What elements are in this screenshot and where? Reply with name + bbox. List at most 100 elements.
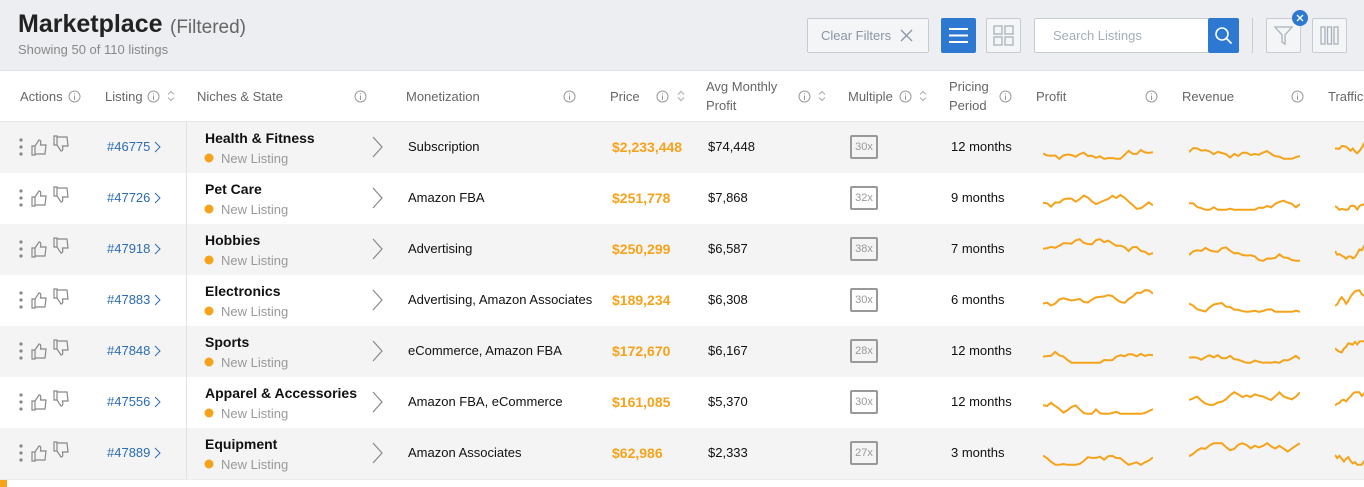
column-header: Actions bbox=[20, 88, 63, 104]
multiple-badge: 30x bbox=[850, 288, 878, 312]
toolbar-divider bbox=[1252, 18, 1253, 53]
listing-row bbox=[0, 122, 1364, 174]
sort-icon bbox=[919, 90, 927, 102]
listing-row bbox=[0, 224, 1364, 276]
info-icon bbox=[563, 90, 576, 103]
row-menu[interactable] bbox=[18, 290, 24, 310]
sort-icon bbox=[677, 90, 685, 102]
row-chevron[interactable] bbox=[372, 289, 383, 311]
status-dot bbox=[204, 408, 214, 418]
row-chevron[interactable] bbox=[372, 442, 383, 464]
sparkline bbox=[1335, 340, 1364, 354]
columns-button[interactable] bbox=[1312, 18, 1347, 53]
thumbs-up[interactable] bbox=[30, 342, 48, 360]
thumbs-down[interactable] bbox=[52, 135, 70, 153]
thumbs-down[interactable] bbox=[52, 288, 70, 306]
row-chevron[interactable] bbox=[372, 340, 383, 362]
multiple-badge: 30x bbox=[850, 390, 878, 414]
clear-filters-label: Clear Filters bbox=[821, 28, 892, 43]
status: New Listing bbox=[221, 355, 289, 370]
listing-id[interactable]: #47556 bbox=[107, 394, 151, 409]
avg-profit: $5,370 bbox=[708, 394, 748, 409]
listing-id[interactable]: #47889 bbox=[107, 445, 151, 460]
row-chevron[interactable] bbox=[372, 187, 383, 209]
row-menu[interactable] bbox=[18, 188, 24, 208]
niche: Hobbies bbox=[205, 232, 261, 248]
niche: Health & Fitness bbox=[205, 130, 315, 146]
listing-count: Showing 50 of 110 listings bbox=[18, 42, 169, 57]
row-chevron[interactable] bbox=[372, 136, 383, 158]
status: New Listing bbox=[221, 406, 289, 421]
id-chevron bbox=[154, 294, 161, 306]
listing-id[interactable]: #46775 bbox=[107, 139, 151, 154]
columns-icon bbox=[1320, 26, 1339, 45]
search-placeholder: Search Listings bbox=[1053, 28, 1142, 43]
row-chevron[interactable] bbox=[372, 238, 383, 260]
row-menu[interactable] bbox=[18, 443, 24, 463]
status: New Listing bbox=[221, 304, 289, 319]
monetization: Advertising, Amazon Associates bbox=[408, 292, 593, 307]
thumbs-up[interactable] bbox=[30, 393, 48, 411]
column-header: Traffic bbox=[1328, 88, 1364, 104]
status-dot bbox=[204, 357, 214, 367]
thumbs-up[interactable] bbox=[30, 444, 48, 462]
info-icon bbox=[999, 90, 1012, 103]
listing-row bbox=[0, 377, 1364, 429]
sparkline bbox=[1335, 244, 1364, 261]
avg-profit: $74,448 bbox=[708, 139, 755, 154]
thumbs-up[interactable] bbox=[30, 291, 48, 309]
sparkline bbox=[1043, 289, 1153, 307]
monetization: eCommerce, Amazon FBA bbox=[408, 343, 562, 358]
sparkline bbox=[1189, 302, 1300, 313]
info-icon bbox=[899, 90, 912, 103]
sparkline bbox=[1189, 147, 1300, 160]
clear-filters-button[interactable] bbox=[807, 18, 929, 53]
thumbs-down[interactable] bbox=[52, 237, 70, 255]
thumbs-up[interactable] bbox=[30, 240, 48, 258]
avg-profit: $6,587 bbox=[708, 241, 748, 256]
thumbs-up[interactable] bbox=[30, 189, 48, 207]
thumbs-up[interactable] bbox=[30, 138, 48, 156]
row-chevron[interactable] bbox=[372, 391, 383, 413]
thumbs-down[interactable] bbox=[52, 339, 70, 357]
listing-id[interactable]: #47848 bbox=[107, 343, 151, 358]
multiple-badge: 27x bbox=[850, 441, 878, 465]
row-divider bbox=[186, 428, 187, 479]
listing-id[interactable]: #47883 bbox=[107, 292, 151, 307]
search-button[interactable] bbox=[1208, 18, 1239, 53]
row-menu[interactable] bbox=[18, 392, 24, 412]
row-menu[interactable] bbox=[18, 239, 24, 259]
price: $251,778 bbox=[612, 190, 671, 206]
column-header: Multiple bbox=[848, 88, 893, 104]
monetization: Advertising bbox=[408, 241, 473, 256]
sparkline bbox=[1043, 148, 1153, 161]
price: $189,234 bbox=[612, 292, 671, 308]
column-header: Avg Monthly Profit bbox=[706, 79, 778, 113]
sparkline bbox=[1043, 401, 1153, 415]
clear-icon bbox=[900, 29, 913, 42]
info-icon bbox=[147, 90, 160, 103]
sparkline bbox=[1335, 454, 1364, 466]
row-menu[interactable] bbox=[18, 341, 24, 361]
filter-badge[interactable] bbox=[1291, 9, 1309, 27]
avg-profit: $6,308 bbox=[708, 292, 748, 307]
monetization: Subscription bbox=[408, 139, 480, 154]
search-input[interactable] bbox=[1034, 18, 1209, 53]
price: $161,085 bbox=[612, 394, 671, 410]
row-divider bbox=[186, 275, 187, 326]
multiple-badge: 30x bbox=[850, 135, 878, 159]
grid-view-button[interactable] bbox=[986, 18, 1021, 53]
thumbs-down[interactable] bbox=[52, 441, 70, 459]
sort-icon bbox=[167, 90, 175, 102]
thumbs-down[interactable] bbox=[52, 390, 70, 408]
id-chevron bbox=[154, 243, 161, 255]
sparkline bbox=[1189, 391, 1300, 406]
listing-id[interactable]: #47726 bbox=[107, 190, 151, 205]
multiple-badge: 32x bbox=[850, 186, 878, 210]
sparkline bbox=[1189, 199, 1300, 211]
row-menu[interactable] bbox=[18, 137, 24, 157]
thumbs-down[interactable] bbox=[52, 186, 70, 204]
listing-id[interactable]: #47918 bbox=[107, 241, 151, 256]
id-chevron bbox=[154, 447, 161, 459]
